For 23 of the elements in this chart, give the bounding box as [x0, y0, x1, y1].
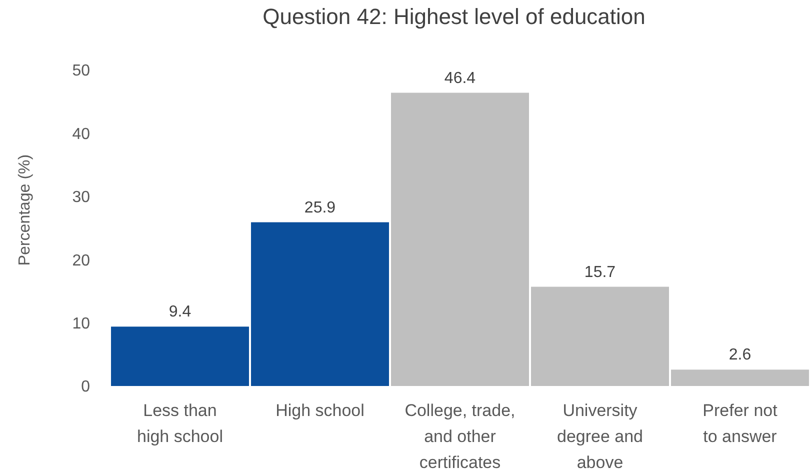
data-label: 15.7 — [584, 264, 616, 281]
data-label: 9.4 — [168, 304, 192, 321]
bar — [111, 326, 249, 386]
bar — [671, 370, 809, 386]
x-tick-label: College, trade, and other certificates — [404, 401, 516, 472]
x-tick-label: Prefer not to answer — [702, 401, 778, 446]
y-axis-title: Percentage (%) — [16, 154, 34, 266]
bar — [251, 222, 389, 386]
y-tick-label: 20 — [72, 252, 90, 270]
y-tick-label: 50 — [72, 62, 90, 80]
y-tick-label: 0 — [81, 378, 90, 396]
bar — [531, 286, 669, 386]
x-tick-label: University degree and above — [556, 401, 644, 472]
x-tick-label: High school — [276, 401, 364, 420]
data-label: 2.6 — [728, 346, 752, 364]
y-tick-label: 30 — [72, 189, 90, 206]
data-label: 25.9 — [304, 199, 336, 216]
bar — [391, 92, 529, 386]
data-label: 46.4 — [444, 70, 476, 87]
y-tick-label: 10 — [72, 315, 90, 332]
y-tick-label: 40 — [72, 126, 90, 143]
x-tick-label: Less than high school — [136, 401, 224, 446]
chart-title: Question 42: Highest level of education — [262, 4, 646, 30]
